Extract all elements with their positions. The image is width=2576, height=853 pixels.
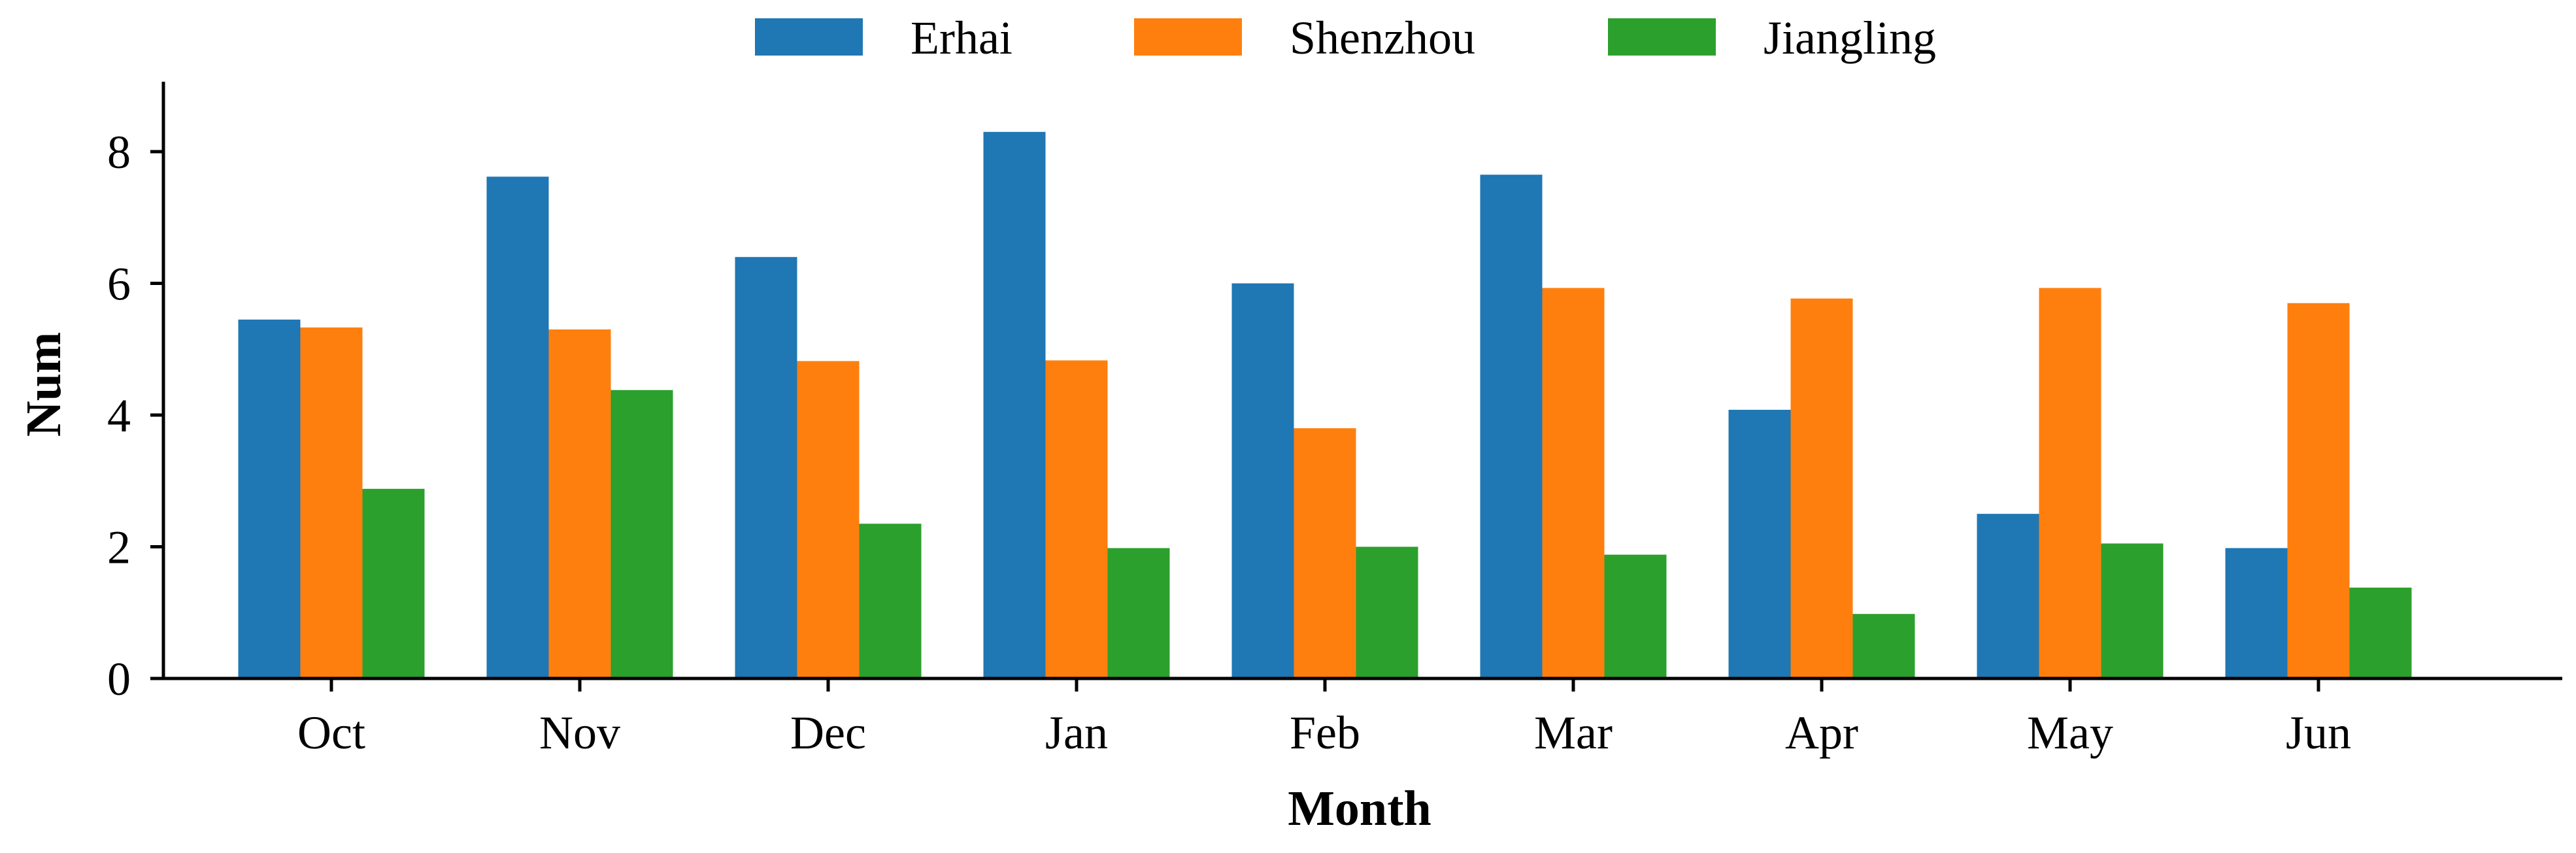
x-tick-label: Feb [1290, 707, 1360, 759]
legend-swatch-shenzhou [1134, 18, 1242, 56]
bar-shenzhou-may [2039, 288, 2101, 678]
bar-jiangling-jan [1107, 548, 1170, 678]
bar-jiangling-dec [859, 524, 922, 678]
bar-shenzhou-mar [1542, 288, 1605, 678]
x-tick-label: Apr [1785, 707, 1858, 759]
x-tick-label: Jan [1045, 707, 1108, 759]
bar-shenzhou-jan [1045, 360, 1108, 678]
legend: Erhai Shenzhou Jiangling [755, 12, 1936, 64]
x-tick-label: Jun [2286, 707, 2351, 759]
bar-shenzhou-dec [797, 361, 860, 678]
bar-erhai-may [1977, 514, 2039, 678]
legend-label-erhai: Erhai [911, 12, 1012, 64]
bar-jiangling-apr [1852, 614, 1915, 678]
y-tick-label: 2 [107, 522, 131, 574]
bar-shenzhou-jun [2287, 303, 2350, 679]
x-ticks: Oct Nov Dec Jan Feb Mar Apr May Jun [297, 678, 2351, 759]
bar-jiangling-mar [1604, 554, 1667, 678]
bars [238, 131, 2412, 679]
bar-shenzhou-nov [548, 329, 611, 678]
y-tick-label: 6 [107, 258, 131, 310]
axes [161, 82, 2562, 680]
y-axis-title: Num [16, 332, 71, 437]
bar-erhai-feb [1231, 283, 1294, 678]
bar-jiangling-oct [362, 488, 425, 678]
bar-erhai-jan [983, 131, 1046, 678]
bar-shenzhou-oct [300, 327, 363, 678]
y-tick-label: 8 [107, 126, 131, 178]
y-tick-label: 0 [107, 653, 131, 705]
bar-erhai-apr [1728, 409, 1791, 678]
y-tick-label: 4 [107, 390, 131, 442]
legend-label-jiangling: Jiangling [1764, 12, 1936, 64]
bar-erhai-oct [238, 319, 301, 679]
x-tick-label: Oct [297, 707, 365, 759]
bar-erhai-jun [2225, 548, 2288, 678]
bar-erhai-dec [735, 257, 797, 678]
legend-swatch-jiangling [1608, 18, 1716, 56]
x-axis-title: Month [1288, 781, 1431, 836]
x-tick-label: Nov [539, 707, 620, 759]
bar-erhai-mar [1480, 175, 1543, 678]
bar-erhai-nov [486, 176, 549, 678]
bar-shenzhou-apr [1790, 298, 1853, 678]
y-ticks: 0 2 4 6 8 [107, 126, 163, 705]
bar-shenzhou-feb [1294, 428, 1356, 678]
bar-jiangling-jun [2349, 587, 2412, 678]
x-tick-label: May [2027, 707, 2113, 759]
legend-label-shenzhou: Shenzhou [1290, 12, 1475, 64]
bar-jiangling-nov [611, 390, 673, 678]
x-tick-label: Mar [1534, 707, 1613, 759]
legend-swatch-erhai [755, 18, 863, 56]
bar-jiangling-feb [1356, 546, 1418, 678]
bar-jiangling-may [2101, 543, 2164, 678]
x-tick-label: Dec [790, 707, 866, 759]
